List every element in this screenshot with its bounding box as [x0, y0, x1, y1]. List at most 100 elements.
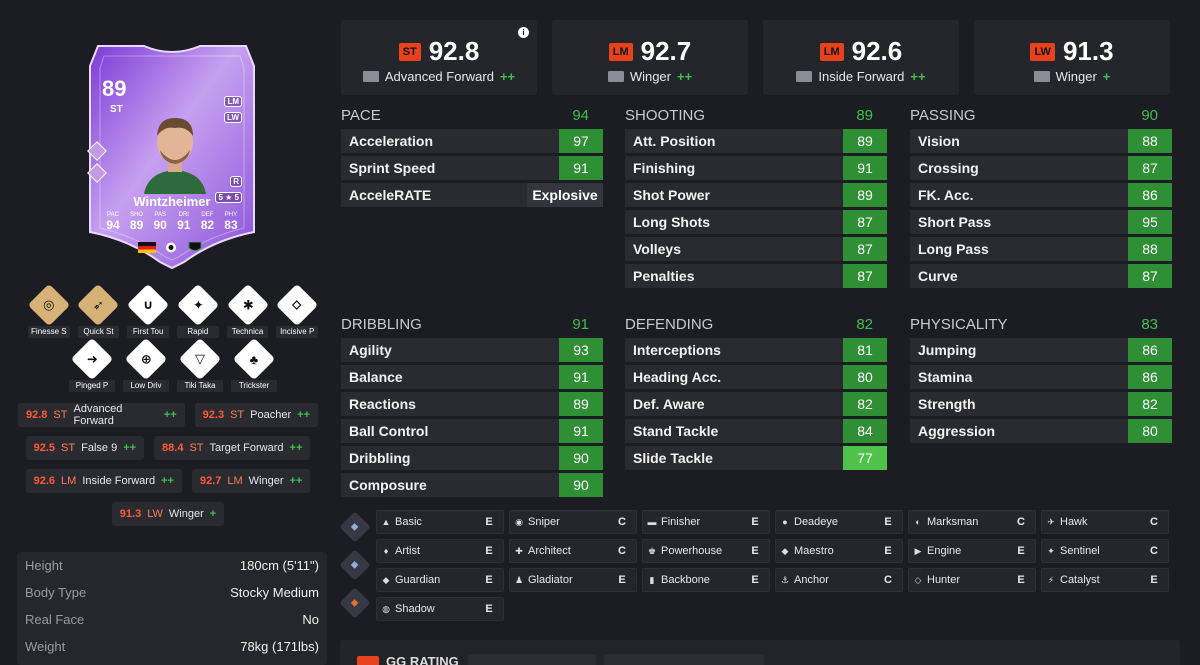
role-rating-value: 92.5 [33, 442, 56, 454]
chemistry-style-shadow[interactable]: ◍ Shadow E [376, 597, 504, 621]
chemistry-filter-icon[interactable]: ◆ [339, 587, 371, 619]
role-rating-pill[interactable]: 92.7 LM Winger ++ [191, 469, 311, 493]
chemistry-style-tag: E [751, 545, 759, 557]
chemistry-style-sniper[interactable]: ◉ Sniper C [509, 510, 637, 534]
position-badge: LM [608, 42, 633, 61]
first-touch-icon: ∪ [126, 283, 170, 327]
chemistry-style-icon: ▲ [381, 517, 391, 527]
chemistry-filter-icon[interactable]: ◆ [339, 549, 371, 581]
chemistry-style-basic[interactable]: ▲ Basic E [376, 510, 504, 534]
top-rating-box[interactable]: LM 92.6 Inside Forward ++ [763, 20, 959, 95]
tab-best-chemistry[interactable] [604, 654, 764, 665]
stat-name: Short Pass [910, 210, 1128, 234]
role-name: Inside Forward [818, 69, 905, 84]
stat-value: 93 [559, 338, 603, 362]
stat-name: Long Shots [625, 210, 843, 234]
chemistry-style-backbone[interactable]: ▮ Backbone E [642, 568, 770, 592]
chemistry-style-name: Guardian [395, 574, 441, 586]
playstyle-item[interactable]: ⬦ Incisive P [275, 283, 319, 338]
player-card[interactable]: 89 ST LM LW R 5 ★ 5 Wintzheimer PAC 94 SH… [84, 42, 260, 270]
top-rating-box[interactable]: LM 92.7 Winger ++ [552, 20, 748, 95]
chemistry-style-icon: ⚓ [780, 574, 790, 585]
chemistry-style-icon: ◇ [914, 574, 922, 585]
stat-name: Volleys [625, 237, 843, 261]
chemistry-style-tag: C [884, 574, 892, 586]
card-stat: SHO 89 [129, 212, 144, 232]
tiki-taka-icon: ▽ [178, 337, 222, 381]
role-rating-pill[interactable]: 88.4 ST Target Forward ++ [154, 436, 311, 460]
playstyle-item[interactable]: ♣ Trickster [231, 337, 277, 392]
stat-value: 87 [1128, 156, 1172, 180]
role-position: ST [61, 442, 76, 454]
playstyle-item[interactable]: ➶ Quick St [77, 283, 120, 338]
role-rating-pill[interactable]: 91.3 LW Winger + [111, 502, 225, 526]
chemistry-style-architect[interactable]: ✚ Architect C [509, 539, 637, 563]
top-rating-box[interactable]: LW 91.3 Winger + [974, 20, 1170, 95]
stat-row: Volleys 87 [625, 237, 887, 261]
role-plus: ++ [289, 442, 303, 454]
stat-name: Stamina [910, 365, 1128, 389]
chemistry-style-hunter[interactable]: ◇ Hunter E [908, 568, 1036, 592]
stat-group-value: 91 [572, 315, 589, 333]
stat-value: 89 [559, 392, 603, 416]
playstyle-item[interactable]: ✱ Technica [226, 283, 269, 338]
playstyle-item[interactable]: ∪ First Tou [126, 283, 170, 338]
chemistry-style-name: Deadeye [794, 516, 839, 528]
chemistry-style-tag: C [1150, 516, 1158, 528]
top-rating-box[interactable]: ST 92.8 Advanced Forward ++ i [341, 20, 537, 95]
playstyle-item[interactable]: ✦ Rapid [176, 283, 220, 338]
info-icon[interactable]: i [518, 27, 529, 38]
stat-group-header: PASSING 90 [910, 105, 1172, 125]
playstyle-item[interactable]: ➜ Pinged P [69, 337, 115, 392]
stat-value: 91 [843, 156, 887, 180]
chemistry-style-icon: ◆ [781, 545, 789, 556]
info-row: Body Type Stocky Medium [25, 585, 319, 600]
stat-row: Def. Aware 82 [625, 392, 887, 416]
playstyle-item[interactable]: ▽ Tiki Taka [177, 337, 223, 392]
chemistry-style-marksman[interactable]: ◐ Marksman C [908, 510, 1036, 534]
tab-all-roles[interactable] [468, 654, 596, 665]
chemistry-style-catalyst[interactable]: ⚡ Catalyst E [1041, 568, 1169, 592]
card-position: ST [110, 104, 123, 115]
chemistry-style-sentinel[interactable]: ✦ Sentinel C [1041, 539, 1169, 563]
chemistry-style-hawk[interactable]: ✈ Hawk C [1041, 510, 1169, 534]
role-plus: ++ [677, 69, 693, 84]
germany-flag-icon [138, 242, 156, 253]
role-rating-pill[interactable]: 92.6 LM Inside Forward ++ [25, 469, 182, 493]
chemistry-style-deadeye[interactable]: ● Deadeye E [775, 510, 903, 534]
role-name: Winger [248, 475, 284, 487]
chemistry-style-engine[interactable]: ▶ Engine E [908, 539, 1036, 563]
stat-value: 82 [843, 392, 887, 416]
chemistry-style-powerhouse[interactable]: ♚ Powerhouse E [642, 539, 770, 563]
chemistry-style-icon: ⚡ [1047, 574, 1055, 585]
chemistry-style-anchor[interactable]: ⚓ Anchor C [775, 568, 903, 592]
role-rating-pill[interactable]: 92.3 ST Poacher ++ [194, 403, 318, 427]
playstyle-item[interactable]: ⊕ Low Driv [123, 337, 169, 392]
card-alt-position: LM [224, 96, 242, 107]
role-plus: ++ [289, 475, 303, 487]
chemistry-style-name: Hunter [927, 574, 961, 586]
chemistry-style-icon: ♟ [514, 574, 524, 585]
playstyle-label: Finesse S [27, 326, 70, 338]
role-rating: 92.8 [428, 36, 480, 66]
chemistry-filter-icon[interactable]: ◆ [339, 511, 371, 543]
playstyle-item[interactable]: ◎ Finesse S [27, 283, 71, 338]
card-flags [138, 242, 204, 253]
role-rating-pill[interactable]: 92.5 ST False 9 ++ [25, 436, 145, 460]
stat-value: 86 [1128, 183, 1172, 207]
stat-row: Finishing 91 [625, 156, 887, 180]
chemistry-style-tag: E [485, 545, 493, 557]
chemistry-style-finisher[interactable]: ▬ Finisher E [642, 510, 770, 534]
stat-name: Stand Tackle [625, 419, 843, 443]
chemistry-style-artist[interactable]: ♦ Artist E [376, 539, 504, 563]
chemistry-style-tag: E [751, 574, 759, 586]
stat-value: 86 [1128, 365, 1172, 389]
stat-row: Long Shots 87 [625, 210, 887, 234]
chemistry-style-maestro[interactable]: ◆ Maestro E [775, 539, 903, 563]
chemistry-style-guardian[interactable]: ◆ Guardian E [376, 568, 504, 592]
stat-name: Long Pass [910, 237, 1128, 261]
stat-row: Att. Position 89 [625, 129, 887, 153]
chemistry-style-gladiator[interactable]: ♟ Gladiator E [509, 568, 637, 592]
role-rating-pill[interactable]: 92.8 ST Advanced Forward ++ [18, 403, 185, 427]
chemistry-style-name: Engine [927, 545, 962, 557]
